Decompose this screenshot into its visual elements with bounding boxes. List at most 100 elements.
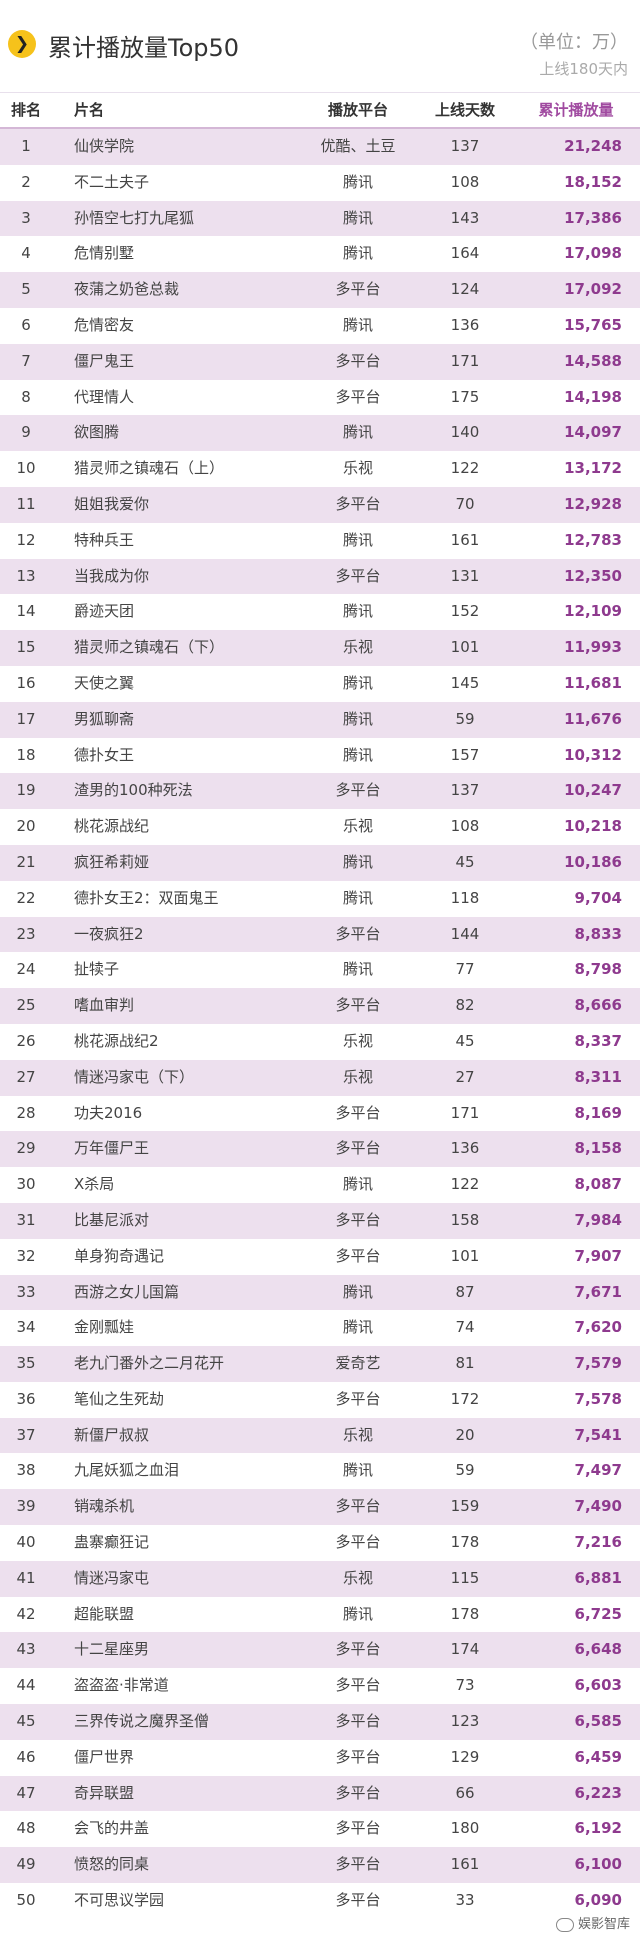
cell-name: 功夫2016 [74, 1103, 143, 1122]
cell-platform: 多平台 [335, 1103, 381, 1122]
cell-views: 6,459 [574, 1747, 622, 1766]
cell-views: 6,192 [574, 1819, 622, 1838]
cell-rank: 15 [16, 638, 36, 657]
cell-rank: 7 [21, 351, 31, 370]
cell-days: 159 [450, 1497, 480, 1516]
table-row: 28 功夫2016 多平台 171 8,169 [0, 1096, 640, 1132]
cell-platform: 多平台 [335, 387, 381, 406]
cell-views: 12,783 [564, 530, 622, 549]
cell-platform: 腾讯 [342, 1282, 373, 1301]
cell-name: 姐姐我爱你 [74, 494, 150, 513]
cell-days: 33 [455, 1891, 475, 1910]
table-header: 排名 片名 播放平台 上线天数 累计播放量 [0, 92, 640, 129]
cell-name: 仙侠学院 [74, 137, 135, 155]
cell-views: 10,186 [564, 852, 622, 871]
cell-name: 老九门番外之二月花开 [74, 1354, 225, 1373]
cell-days: 59 [455, 1461, 475, 1480]
cell-name: 桃花源战纪 [74, 817, 150, 836]
cell-rank: 25 [16, 996, 36, 1015]
cell-rank: 28 [16, 1103, 36, 1122]
cell-views: 7,578 [574, 1389, 622, 1408]
cell-rank: 19 [16, 781, 36, 800]
cell-views: 8,666 [574, 996, 622, 1015]
cell-name: 渣男的100种死法 [74, 781, 193, 800]
cell-platform: 乐视 [342, 638, 373, 657]
cell-days: 122 [450, 1175, 480, 1194]
cell-rank: 41 [16, 1568, 36, 1587]
cell-rank: 38 [16, 1461, 36, 1480]
cell-views: 6,881 [574, 1568, 622, 1587]
table-row: 16 天使之翼 腾讯 145 11,681 [0, 666, 640, 702]
cell-days: 87 [455, 1282, 475, 1301]
cell-platform: 腾讯 [342, 602, 373, 621]
cell-days: 77 [455, 960, 475, 979]
watermark-logo: 娱影智库 [555, 1913, 630, 1932]
cell-name: 一夜疯狂2 [74, 924, 144, 943]
cell-platform: 多平台 [335, 1139, 381, 1158]
cell-platform: 腾讯 [342, 1461, 373, 1480]
cell-views: 6,725 [574, 1604, 622, 1623]
cell-views: 11,993 [564, 638, 622, 657]
cell-rank: 29 [16, 1139, 36, 1158]
cell-name: 危情别墅 [74, 244, 135, 263]
cell-platform: 腾讯 [342, 315, 373, 334]
cell-name: 德扑女王2：双面鬼王 [74, 888, 219, 907]
cell-views: 8,337 [574, 1031, 622, 1050]
cell-views: 14,198 [564, 387, 622, 406]
cell-days: 178 [450, 1533, 480, 1552]
cell-rank: 17 [16, 709, 36, 728]
cell-platform: 多平台 [335, 1712, 381, 1731]
cell-rank: 47 [16, 1783, 36, 1802]
cell-rank: 10 [16, 459, 36, 478]
table-row: 33 西游之女儿国篇 腾讯 87 7,671 [0, 1274, 640, 1311]
cell-name: 特种兵王 [74, 530, 135, 549]
cell-platform: 腾讯 [342, 673, 373, 692]
cell-name: 超能联盟 [74, 1604, 135, 1623]
cell-rank: 39 [16, 1497, 36, 1516]
cell-platform: 多平台 [335, 1533, 381, 1552]
cell-platform: 腾讯 [342, 709, 373, 728]
cell-rank: 27 [16, 1067, 36, 1086]
watermark-text: 娱影智库 [577, 1917, 630, 1932]
table-row: 34 金刚瓢娃 腾讯 74 7,620 [0, 1310, 640, 1346]
table-row: 48 会飞的井盖 多平台 180 6,192 [0, 1811, 640, 1847]
table-row: 8 代理情人 多平台 175 14,198 [0, 380, 640, 416]
cell-platform: 多平台 [335, 1246, 381, 1265]
cell-platform: 多平台 [335, 1819, 381, 1838]
table-row: 29 万年僵尸王 多平台 136 8,158 [0, 1131, 640, 1168]
table-row: 2 不二土夫子 腾讯 108 18,152 [0, 165, 640, 201]
cell-days: 73 [455, 1676, 475, 1695]
cell-views: 7,579 [574, 1354, 622, 1373]
cell-rank: 21 [16, 852, 36, 871]
cell-name: 十二星座男 [74, 1640, 150, 1659]
col-header-name: 片名 [74, 101, 105, 119]
cell-name: 桃花源战纪2 [74, 1031, 159, 1050]
cell-name: 会飞的井盖 [74, 1819, 150, 1838]
cell-views: 18,152 [564, 172, 622, 191]
cell-days: 171 [450, 351, 480, 370]
cell-views: 6,223 [574, 1783, 622, 1802]
cell-name: 万年僵尸王 [74, 1139, 150, 1158]
cell-rank: 45 [16, 1712, 36, 1731]
cell-name: 危情密友 [74, 315, 135, 334]
table-row: 47 奇异联盟 多平台 66 6,223 [0, 1775, 640, 1812]
cell-views: 8,158 [574, 1139, 622, 1158]
cell-views: 12,928 [564, 494, 622, 513]
table-row: 15 猎灵师之镇魂石（下） 乐视 101 11,993 [0, 630, 640, 666]
table-row: 5 夜蒲之奶爸总裁 多平台 124 17,092 [0, 272, 640, 308]
cell-rank: 35 [16, 1354, 36, 1373]
cell-days: 180 [450, 1819, 480, 1838]
cell-views: 8,087 [574, 1175, 622, 1194]
cell-name: 销魂杀机 [74, 1497, 135, 1516]
cell-rank: 3 [21, 208, 31, 227]
cell-rank: 13 [16, 566, 36, 585]
cell-name: 不可思议学园 [74, 1891, 165, 1910]
cell-name: 男狐聊斋 [74, 709, 135, 728]
cell-rank: 4 [21, 244, 31, 263]
table-row: 3 孙悟空七打九尾狐 腾讯 143 17,386 [0, 200, 640, 237]
cell-rank: 36 [16, 1389, 36, 1408]
cell-rank: 18 [16, 745, 36, 764]
cell-name: 笔仙之生死劫 [74, 1389, 165, 1408]
cell-days: 157 [450, 745, 480, 764]
cell-days: 131 [450, 566, 480, 585]
